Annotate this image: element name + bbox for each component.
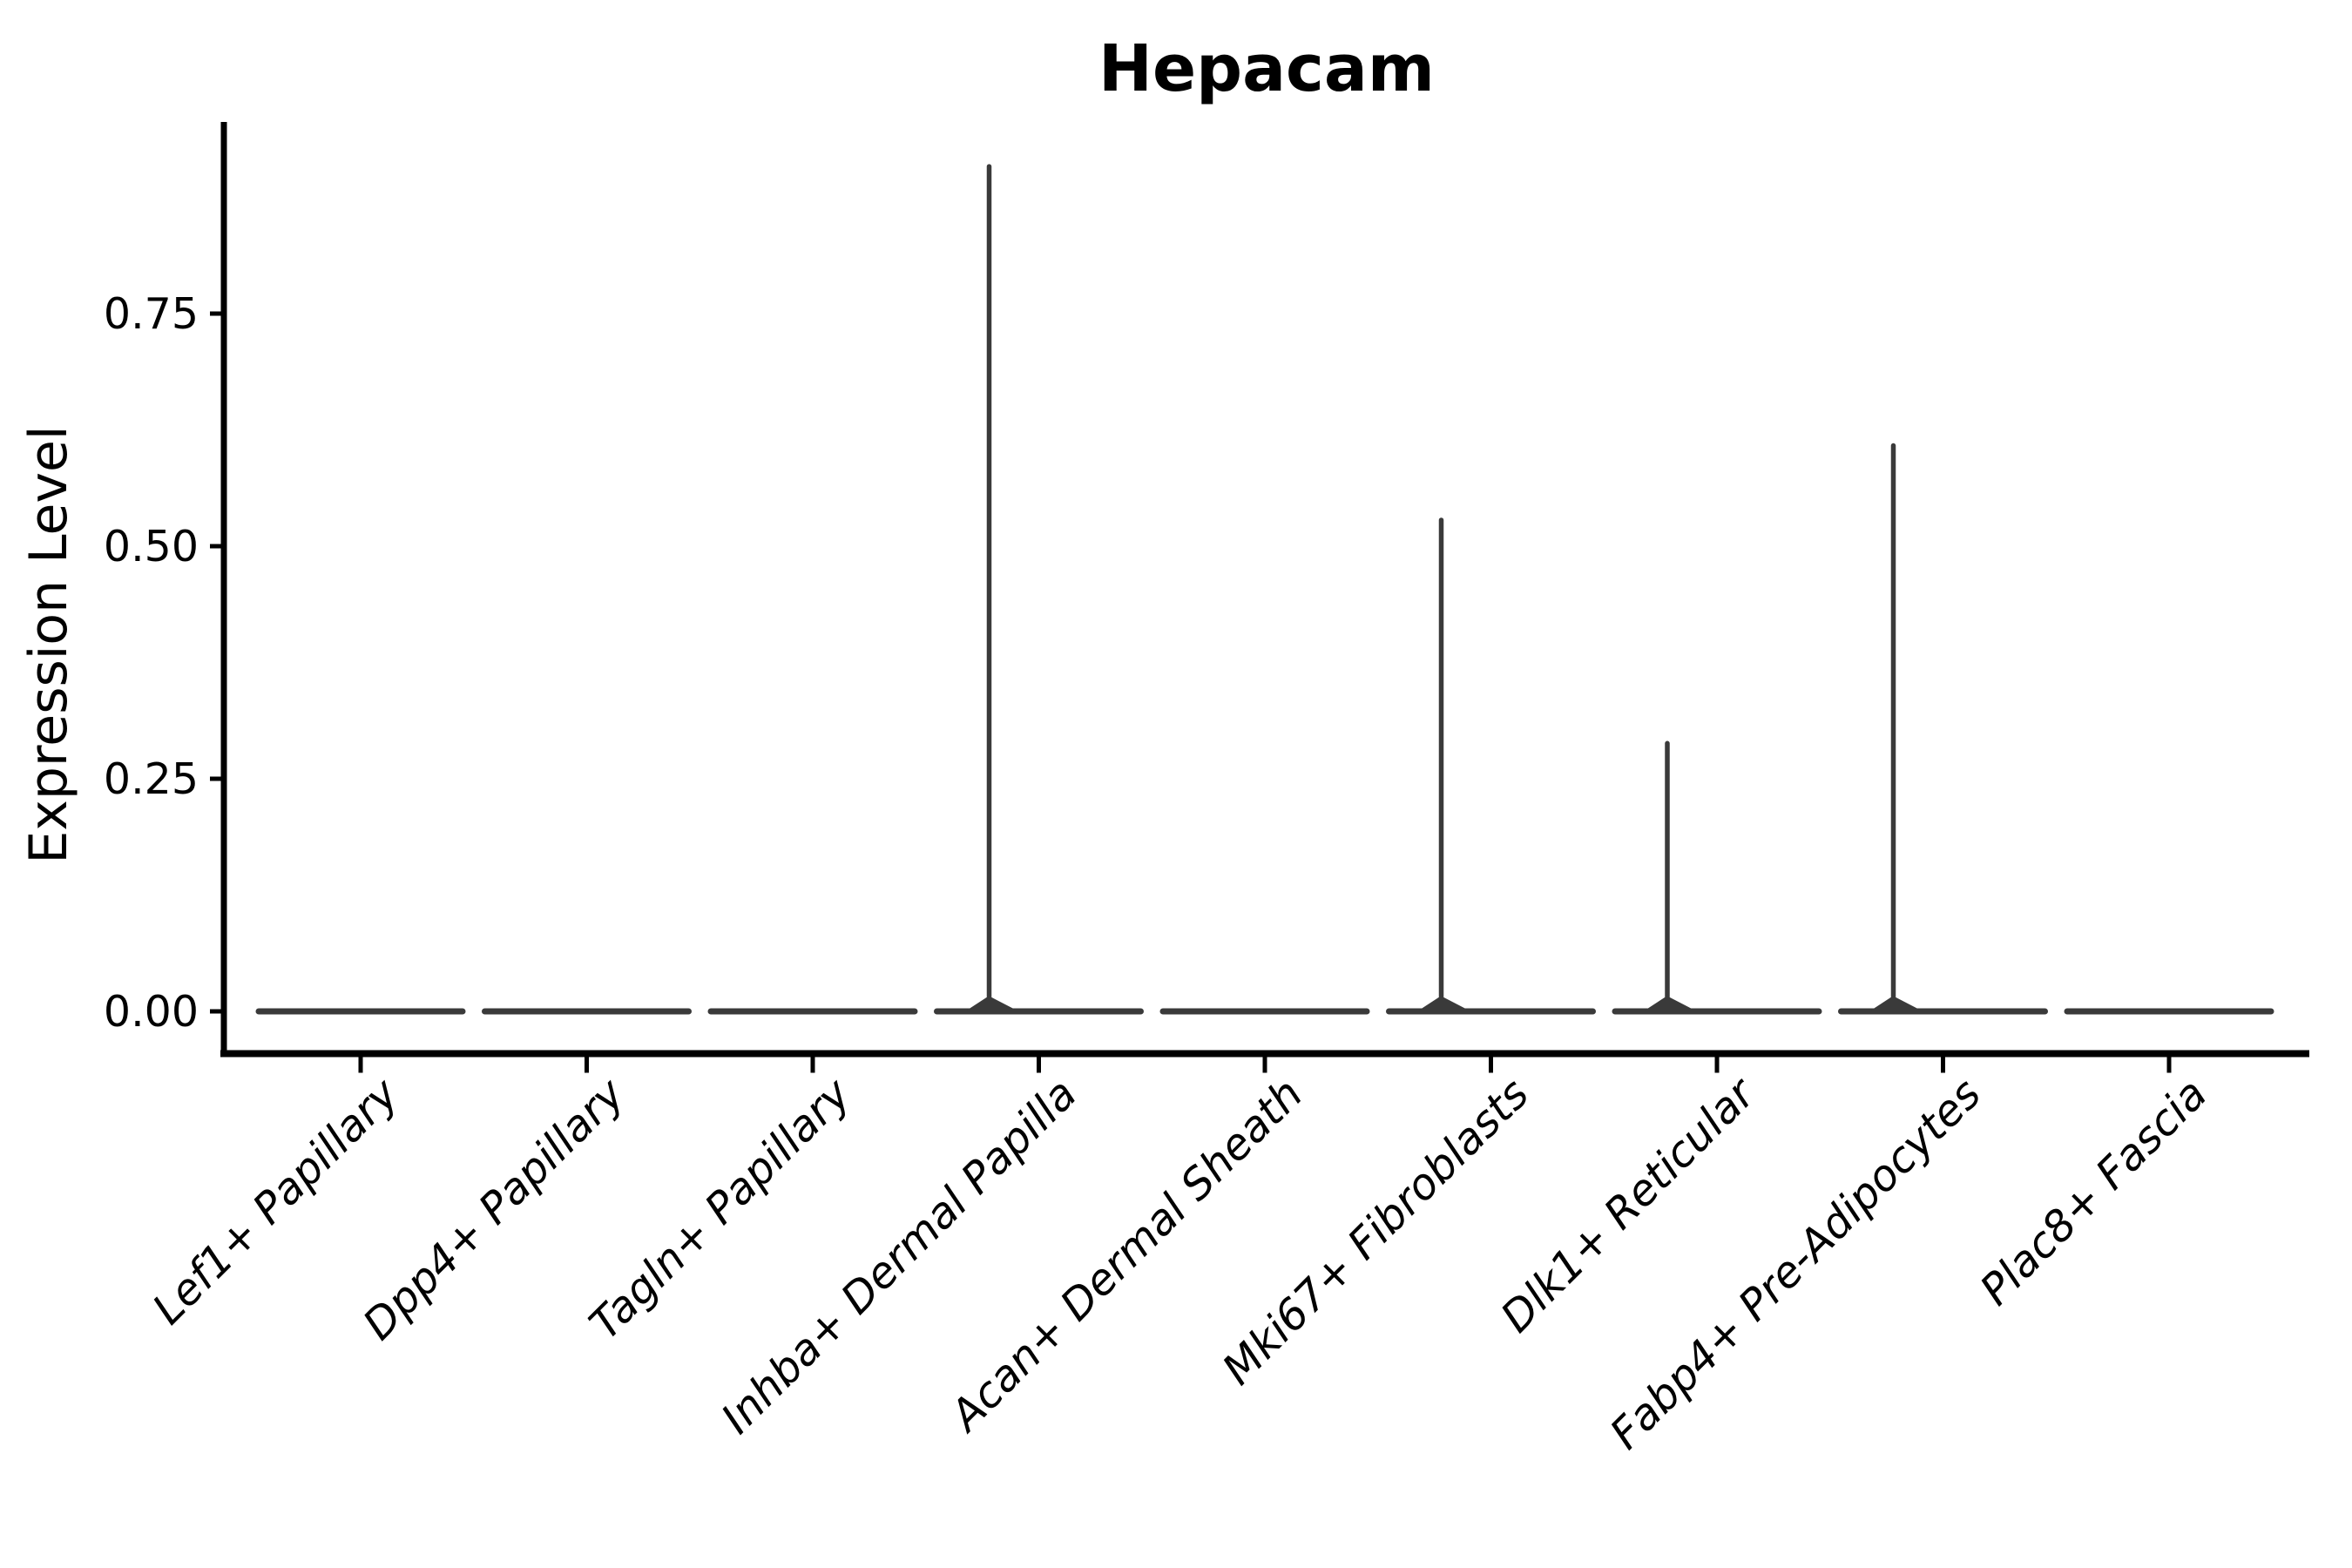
y-tick-label: 0.00 xyxy=(104,987,199,1037)
x-tick-label: Fabp4+ Pre-Adipocytes xyxy=(1600,1069,1990,1459)
violin-spike-flare xyxy=(1418,997,1470,1010)
x-tick-label: Lef1+ Papillary xyxy=(143,1068,409,1334)
y-tick-label: 0.75 xyxy=(104,289,199,339)
y-tick-label: 0.25 xyxy=(104,754,199,804)
violin-spike-flare xyxy=(1870,997,1922,1010)
y-tick-label: 0.50 xyxy=(104,522,199,571)
violin-spike-flare xyxy=(966,997,1017,1010)
x-tick-label: Plac8+ Fascia xyxy=(1970,1069,2216,1315)
y-ticks: 0.00 0.25 0.50 0.75 xyxy=(104,289,224,1037)
violin-spike-flare xyxy=(1645,997,1695,1010)
violins xyxy=(255,164,2274,1015)
y-axis-label: Expression Level xyxy=(18,425,79,863)
chart-title: Hepacam xyxy=(1098,31,1435,106)
